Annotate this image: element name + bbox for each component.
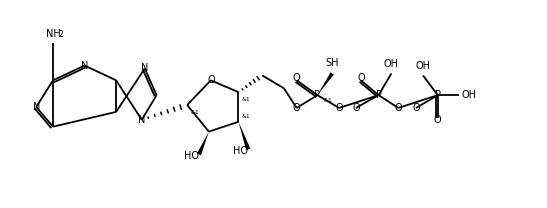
Text: NH: NH [45,29,60,39]
Text: P: P [435,90,441,100]
Polygon shape [197,132,209,155]
Text: HO: HO [184,151,199,161]
Polygon shape [238,122,251,150]
Text: OH: OH [384,59,399,69]
Text: &1: &1 [241,97,250,102]
Text: O: O [207,75,214,85]
Text: O: O [394,103,402,113]
Text: O: O [293,103,300,113]
Text: OH: OH [416,61,430,71]
Text: O: O [357,73,365,83]
Text: N: N [141,63,148,73]
Text: O: O [293,73,300,83]
Text: O: O [352,103,360,113]
Text: 2: 2 [59,30,63,39]
Text: O: O [335,103,343,113]
Text: P: P [315,90,321,100]
Text: &1: &1 [191,110,200,115]
Text: N: N [81,61,88,71]
Text: O: O [412,103,420,113]
Text: &1: &1 [323,98,332,103]
Text: OH: OH [462,90,476,100]
Text: SH: SH [325,58,339,68]
Text: P: P [376,90,382,100]
Polygon shape [317,72,334,95]
Text: N: N [32,102,40,112]
Text: &1: &1 [241,114,250,119]
Text: N: N [138,115,146,125]
Text: O: O [434,115,441,125]
Text: HO: HO [234,146,248,156]
